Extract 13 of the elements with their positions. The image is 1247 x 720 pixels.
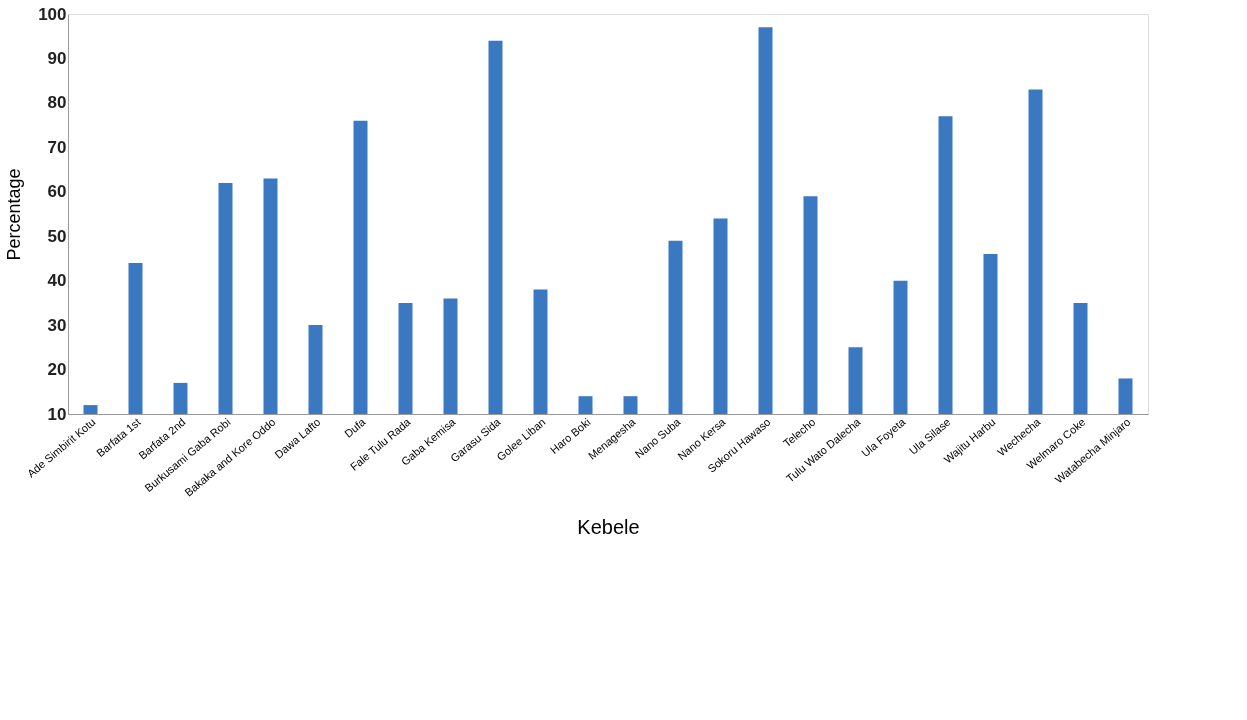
y-tick-label: 10 xyxy=(47,404,67,424)
y-tick-label: 20 xyxy=(47,360,67,380)
y-tick-label: 60 xyxy=(47,182,67,202)
y-tick-label: 90 xyxy=(47,48,67,68)
x-tick-label: Dufa xyxy=(342,415,369,440)
y-tick-label: 80 xyxy=(47,93,67,113)
x-axis-title: Kebele xyxy=(577,516,640,539)
y-tick-label: 100 xyxy=(38,4,67,24)
y-tick-label: 50 xyxy=(47,226,67,246)
y-tick-label: 30 xyxy=(47,315,67,335)
y-axis-title: Percentage xyxy=(4,168,25,261)
y-tick-label: 40 xyxy=(47,271,67,291)
y-tick-label: 70 xyxy=(47,137,67,157)
